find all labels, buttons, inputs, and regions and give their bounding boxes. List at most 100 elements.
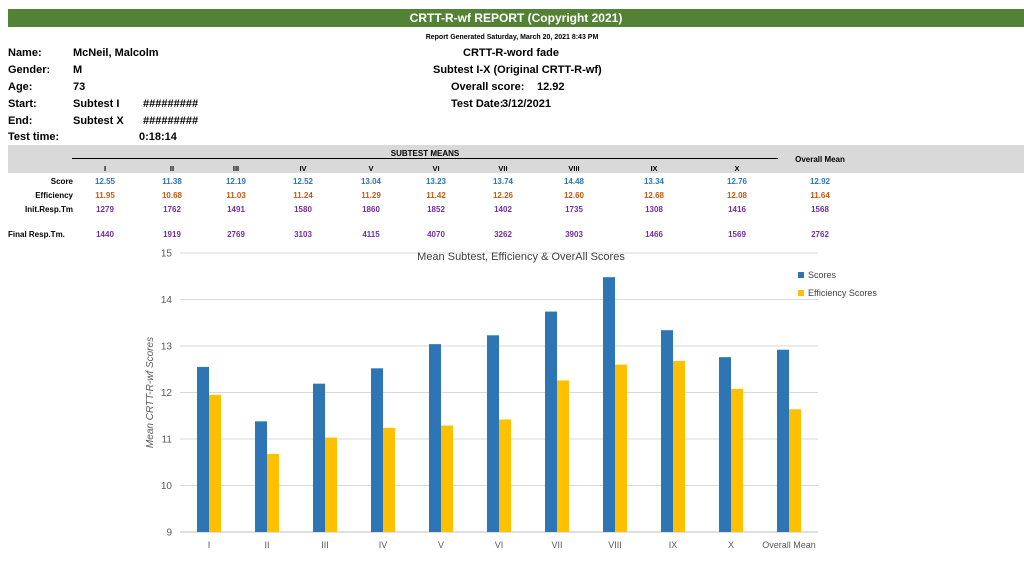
bar-efficiency bbox=[673, 360, 685, 532]
y-tick-label: 10 bbox=[161, 481, 173, 492]
table-cell: 1860 bbox=[362, 205, 380, 214]
bar-efficiency bbox=[731, 388, 743, 532]
report-title-bar: CRTT-R-wf REPORT (Copyright 2021) bbox=[8, 9, 1024, 27]
legend-label: Efficiency Scores bbox=[808, 288, 877, 298]
bar-efficiency bbox=[557, 380, 569, 532]
table-cell: 12.68 bbox=[643, 191, 665, 200]
overall-mean-cell: 1568 bbox=[811, 205, 829, 214]
end-subtest: Subtest X bbox=[73, 115, 124, 127]
bar-efficiency bbox=[441, 425, 453, 532]
x-tick-label: III bbox=[321, 540, 329, 550]
legend-label: Scores bbox=[808, 270, 837, 280]
table-cell: 13.23 bbox=[425, 177, 447, 186]
end-label: End: bbox=[8, 115, 33, 127]
test-name: CRTT-R-word fade bbox=[463, 47, 559, 59]
table-cell: 1440 bbox=[96, 230, 114, 239]
test-date: 3/12/2021 bbox=[502, 98, 551, 110]
bar-efficiency bbox=[615, 364, 627, 532]
table-cell: 1762 bbox=[163, 205, 181, 214]
row-label: Init.Resp.Tm bbox=[24, 205, 73, 214]
test-time-label: Test time: bbox=[8, 131, 60, 143]
column-header-10: X bbox=[734, 164, 740, 173]
y-tick-label: 11 bbox=[162, 435, 173, 446]
x-tick-label: VII bbox=[551, 540, 562, 550]
start-subtest: Subtest I bbox=[73, 98, 120, 110]
age-label: Age: bbox=[8, 81, 33, 93]
test-subtests: Subtest I-X (Original CRTT-R-wf) bbox=[433, 64, 602, 76]
test-date-label: Test Date: bbox=[451, 98, 504, 110]
column-header-2: II bbox=[169, 164, 175, 173]
column-header-5: V bbox=[368, 164, 374, 173]
x-tick-label: II bbox=[264, 540, 269, 550]
bar-score bbox=[371, 368, 383, 532]
bar-efficiency bbox=[789, 409, 801, 532]
table-cell: 13.74 bbox=[492, 177, 514, 186]
bar-score bbox=[313, 383, 325, 532]
table-cell: 1279 bbox=[96, 205, 114, 214]
overall-mean-cell: 2762 bbox=[811, 230, 829, 239]
table-cell: 12.60 bbox=[563, 191, 585, 200]
table-cell: 12.08 bbox=[726, 191, 748, 200]
bar-score bbox=[777, 349, 789, 532]
column-header-6: VI bbox=[432, 164, 440, 173]
table-cell: 4070 bbox=[427, 230, 445, 239]
y-tick-label: 13 bbox=[161, 342, 173, 353]
overall-mean-cell: 11.64 bbox=[810, 191, 830, 200]
table-cell: 3262 bbox=[494, 230, 512, 239]
table-cell: 13.34 bbox=[643, 177, 665, 186]
subtest-means-header-band bbox=[8, 145, 1024, 173]
overall-score-label: Overall score: bbox=[451, 81, 525, 93]
x-tick-label: VIII bbox=[608, 540, 622, 550]
overall-mean-header: Overall Mean bbox=[795, 155, 845, 164]
table-cell: 11.42 bbox=[426, 191, 446, 200]
x-tick-label: VI bbox=[495, 540, 504, 550]
start-label: Start: bbox=[8, 98, 37, 110]
bar-score bbox=[661, 330, 673, 532]
table-cell: 14.48 bbox=[563, 177, 585, 186]
overall-mean-cell: 12.92 bbox=[809, 177, 831, 186]
column-header-9: IX bbox=[650, 164, 658, 173]
patient-gender: M bbox=[73, 64, 83, 76]
end-value: ######### bbox=[143, 115, 199, 127]
table-cell: 1580 bbox=[294, 205, 312, 214]
table-cell: 3903 bbox=[565, 230, 583, 239]
bar-score bbox=[545, 311, 557, 532]
table-cell: 4115 bbox=[362, 230, 380, 239]
patient-name: McNeil, Malcolm bbox=[73, 47, 159, 59]
bar-score bbox=[429, 344, 441, 532]
y-axis-label: Mean CRTT-R-wf Scores bbox=[145, 337, 156, 448]
overall-score-value: 12.92 bbox=[537, 81, 565, 93]
row-label: Efficiency bbox=[35, 191, 73, 200]
table-cell: 12.19 bbox=[225, 177, 247, 186]
column-header-8: VIII bbox=[568, 164, 580, 173]
x-tick-label: IV bbox=[379, 540, 388, 550]
bar-score bbox=[487, 335, 499, 532]
x-tick-label: V bbox=[438, 540, 444, 550]
table-cell: 1466 bbox=[645, 230, 663, 239]
bar-efficiency bbox=[499, 419, 511, 532]
y-tick-label: 12 bbox=[161, 388, 173, 399]
bar-score bbox=[197, 366, 209, 532]
row-label: Score bbox=[50, 177, 73, 186]
x-tick-label: I bbox=[208, 540, 211, 550]
table-cell: 1402 bbox=[494, 205, 512, 214]
start-value: ######### bbox=[143, 98, 199, 110]
table-cell: 1308 bbox=[645, 205, 663, 214]
bar-efficiency bbox=[209, 394, 221, 532]
y-tick-label: 15 bbox=[161, 249, 173, 260]
name-label: Name: bbox=[8, 47, 42, 59]
column-header-7: VII bbox=[498, 164, 508, 173]
bar-score bbox=[255, 421, 267, 532]
table-cell: 11.03 bbox=[226, 191, 246, 200]
x-tick-label: Overall Mean bbox=[762, 540, 816, 550]
y-tick-label: 9 bbox=[166, 528, 172, 539]
row-label: Final Resp.Tm. bbox=[8, 230, 65, 239]
legend-swatch bbox=[798, 290, 804, 296]
x-tick-label: IX bbox=[669, 540, 678, 550]
table-cell: 12.26 bbox=[492, 191, 514, 200]
bar-efficiency bbox=[267, 453, 279, 532]
y-tick-label: 14 bbox=[161, 295, 173, 306]
table-cell: 1735 bbox=[565, 205, 583, 214]
table-cell: 11.38 bbox=[162, 177, 182, 186]
